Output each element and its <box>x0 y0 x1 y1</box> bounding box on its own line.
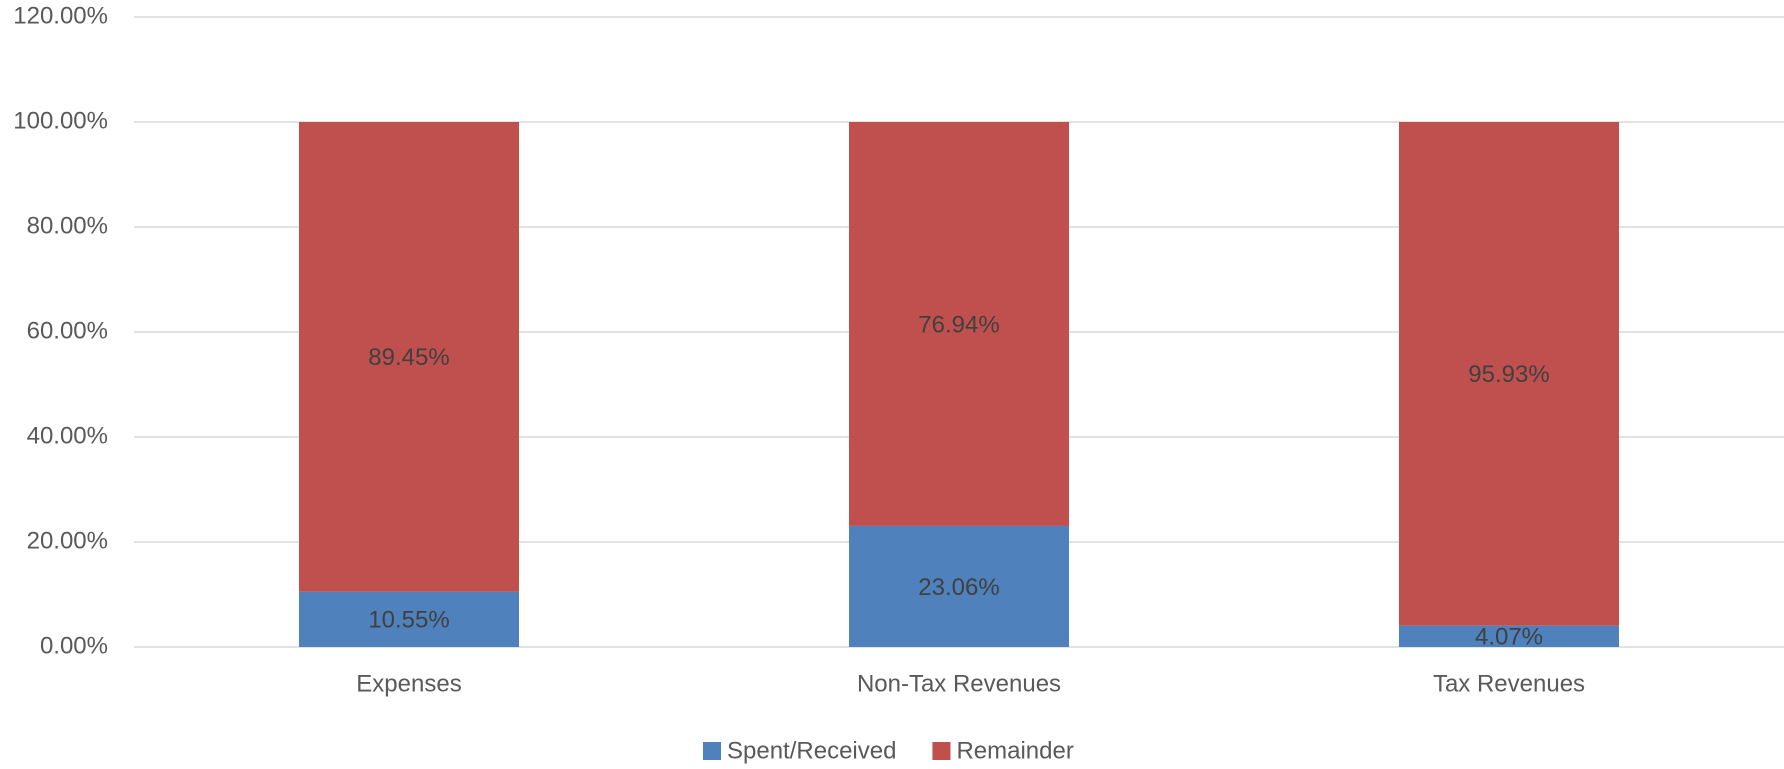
legend-swatch <box>932 742 951 760</box>
x-tick-label: Tax Revenues <box>1433 670 1585 697</box>
y-tick-label: 60.00% <box>27 317 108 344</box>
x-tick-label: Non-Tax Revenues <box>857 670 1061 697</box>
data-label: 89.45% <box>368 344 449 371</box>
bar-segment <box>849 525 1069 647</box>
data-label: 4.07% <box>1475 624 1543 651</box>
bar-segment <box>299 591 519 647</box>
data-label: 23.06% <box>918 574 999 601</box>
bar-segment <box>849 122 1069 526</box>
y-tick-label: 20.00% <box>27 527 108 554</box>
y-tick-label: 120.00% <box>13 2 108 29</box>
data-label: 76.94% <box>918 311 999 338</box>
y-tick-label: 0.00% <box>40 632 108 659</box>
data-label: 95.93% <box>1468 361 1549 388</box>
bar-segment <box>1399 625 1619 647</box>
x-tick-label: Expenses <box>356 670 461 697</box>
bar-segment <box>1399 122 1619 626</box>
y-tick-label: 40.00% <box>27 422 108 449</box>
y-tick-label: 80.00% <box>27 212 108 239</box>
y-tick-label: 100.00% <box>13 107 108 134</box>
data-label: 10.55% <box>368 607 449 634</box>
legend-label: Spent/Received <box>727 737 896 764</box>
legend-label: Remainder <box>956 737 1073 764</box>
bar-segment <box>299 122 519 592</box>
legend-swatch <box>703 742 721 760</box>
